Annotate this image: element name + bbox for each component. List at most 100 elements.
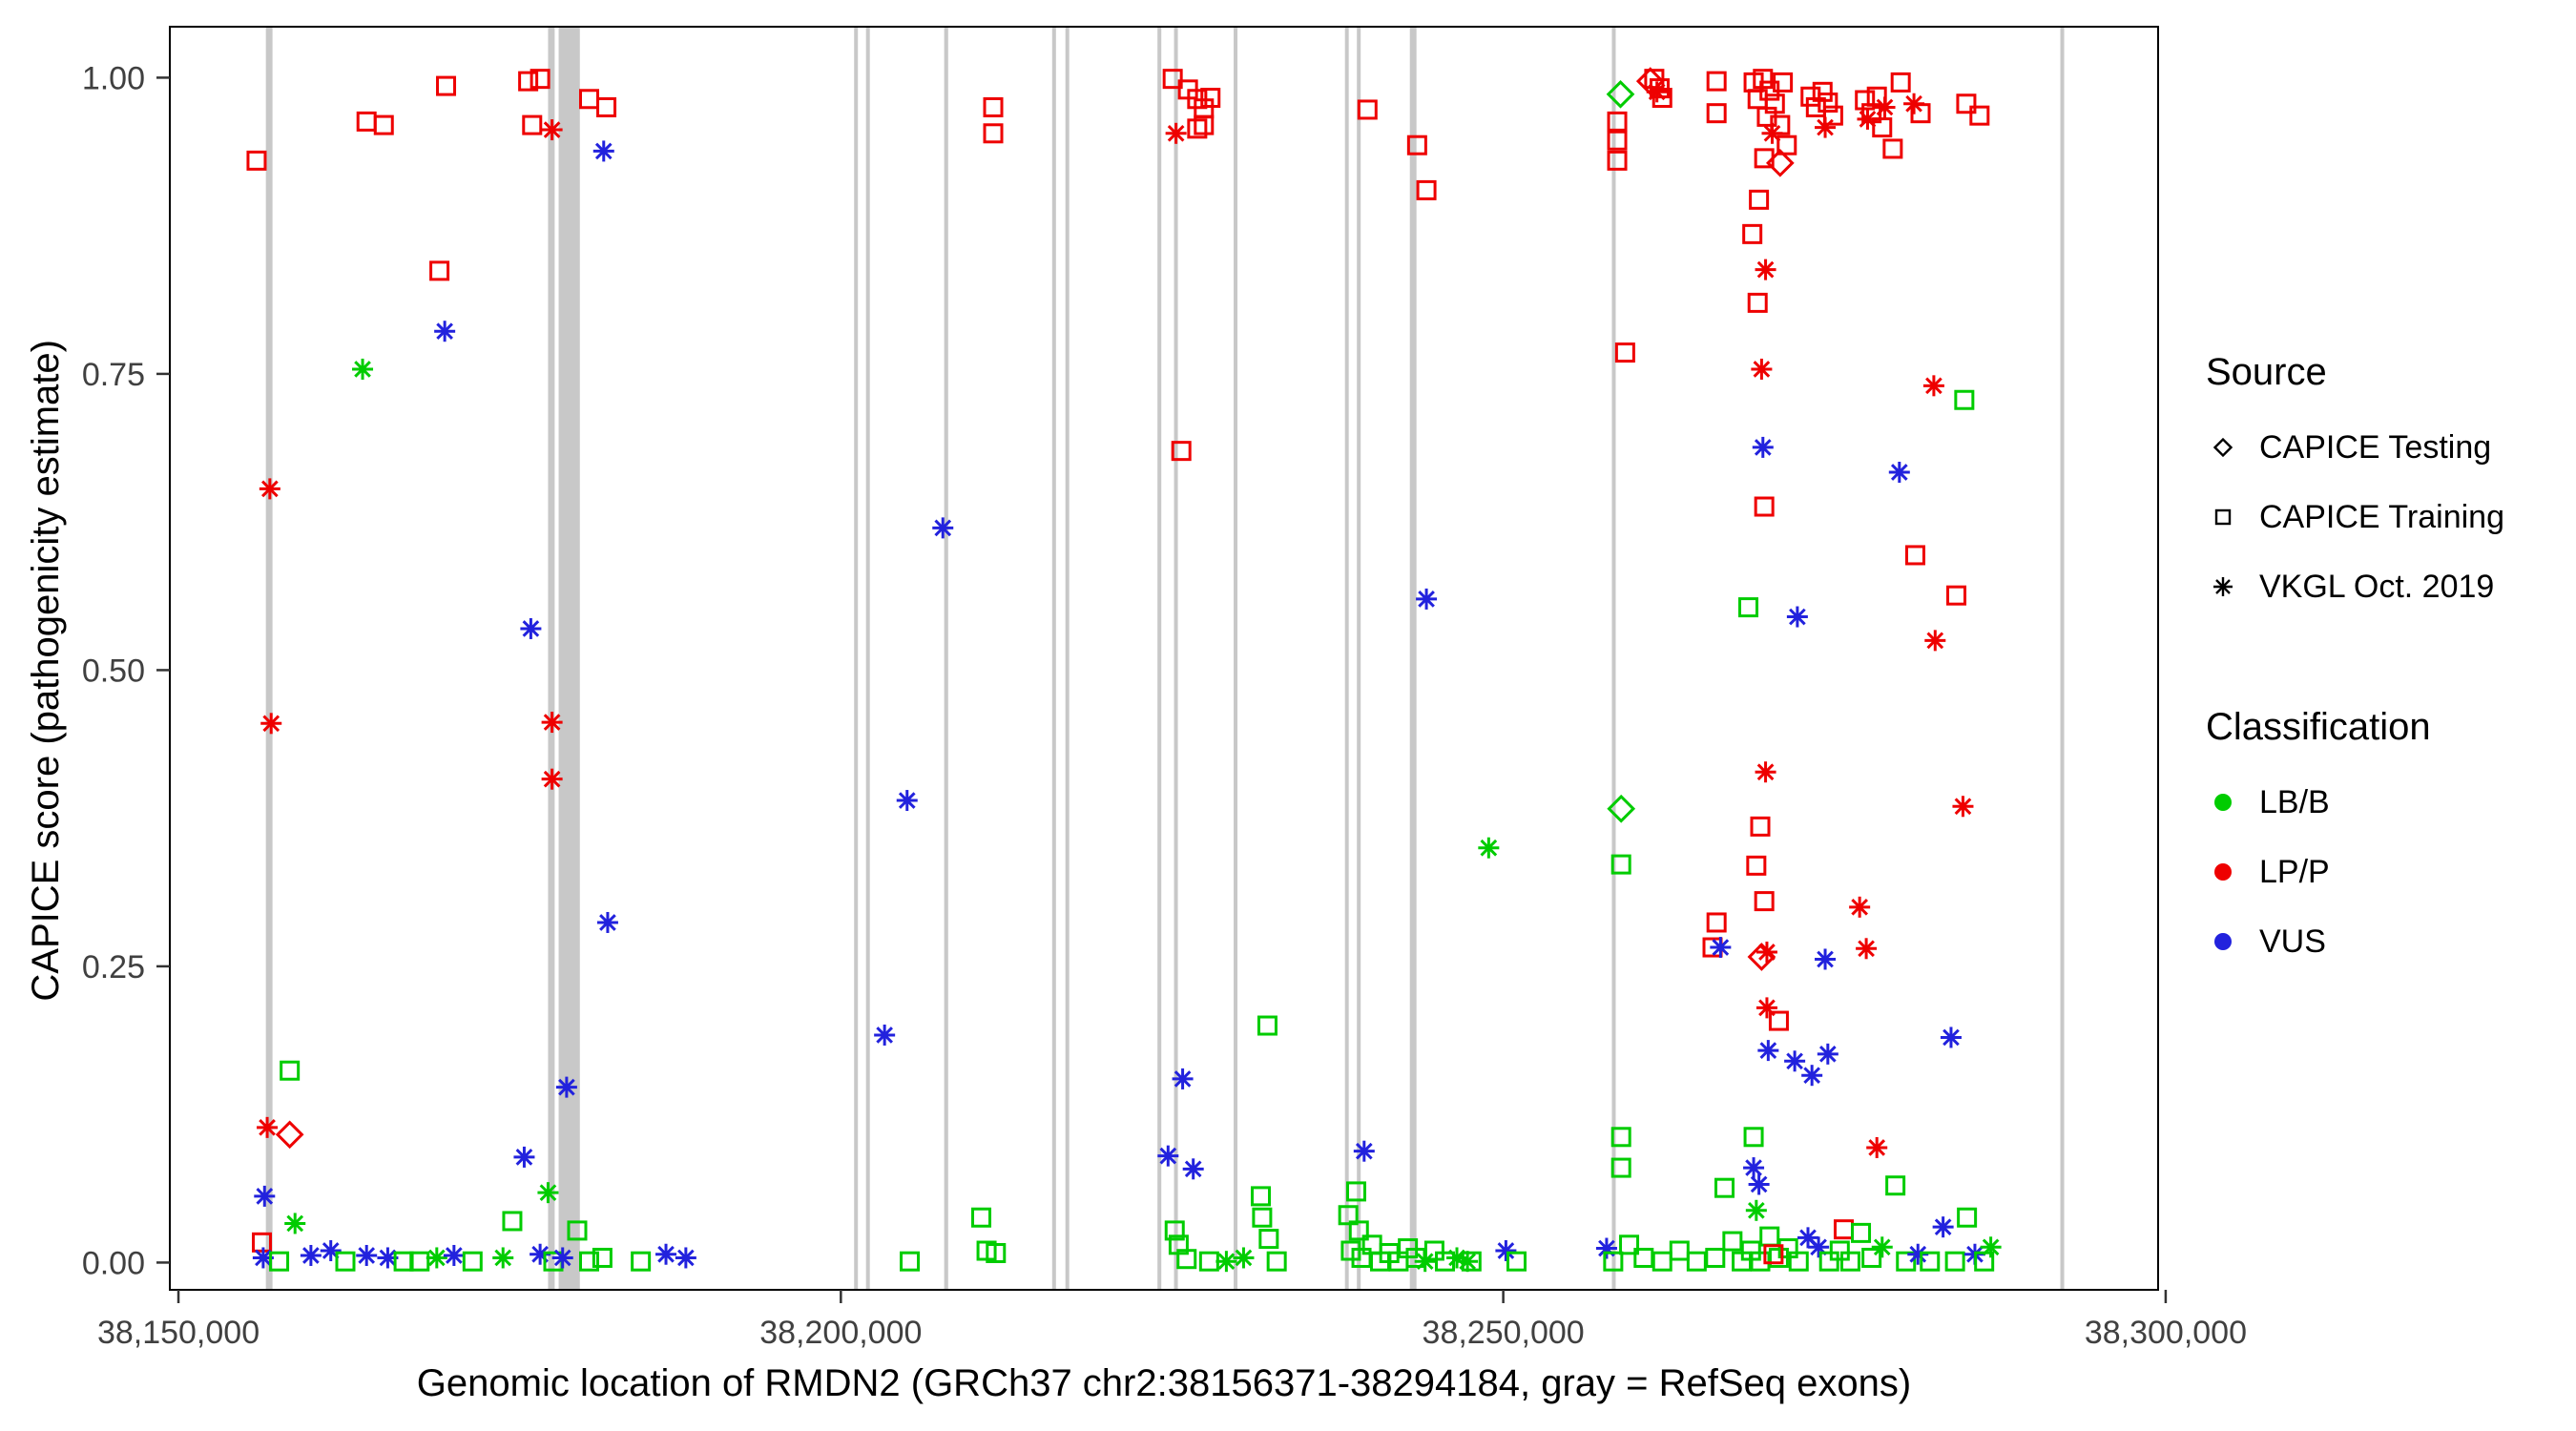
data-point (1506, 1251, 1527, 1272)
data-point (1706, 912, 1727, 933)
data-point (1435, 1251, 1456, 1272)
data-point (1750, 816, 1771, 837)
data-point (1338, 1205, 1359, 1226)
data-point (1714, 1177, 1735, 1198)
data-point (1198, 1251, 1219, 1272)
exon-bar (865, 28, 870, 1289)
legend-item-label: LB/B (2259, 784, 2330, 820)
data-point (631, 1251, 652, 1272)
legend-source-title: Source (2206, 351, 2327, 393)
exon-bar (1065, 28, 1070, 1289)
data-point (1851, 1222, 1872, 1243)
exon-bar (1234, 28, 1238, 1289)
data-point (513, 1146, 535, 1168)
data-point (1759, 1226, 1780, 1247)
exon-bar (1344, 28, 1349, 1289)
data-point (1746, 855, 1767, 876)
data-point (1946, 585, 1967, 606)
legend-item-label: VUS (2259, 923, 2326, 960)
data-point (522, 114, 543, 135)
data-point (1614, 342, 1635, 363)
data-point (1742, 223, 1763, 244)
exon-bar (1051, 28, 1056, 1289)
data-point (1164, 1220, 1185, 1241)
data-point (1607, 130, 1628, 151)
data-point (284, 1213, 306, 1234)
y-tick-label: 0.25 (82, 949, 145, 985)
data-point (1954, 389, 1975, 410)
data-point (1171, 441, 1192, 462)
data-point (1932, 1216, 1954, 1238)
legend-item-vus: VUS (2206, 907, 2568, 977)
data-point (530, 1243, 551, 1265)
data-point (541, 768, 563, 790)
data-point (1861, 1247, 1882, 1268)
legend-item-label: VKGL Oct. 2019 (2259, 569, 2495, 605)
data-point (259, 478, 280, 500)
data-point (1157, 1145, 1179, 1167)
legend-classification-title: Classification (2206, 706, 2431, 748)
data-point (1357, 99, 1378, 120)
data-point (1855, 90, 1876, 111)
legend-classification-group: Classification LB/B LP/P VUS (2206, 706, 2568, 977)
data-point (655, 1243, 677, 1265)
data-point (492, 1247, 514, 1269)
data-point (1743, 1127, 1764, 1148)
data-point (260, 713, 282, 735)
data-point (551, 1247, 573, 1269)
data-point (1478, 837, 1500, 859)
data-point (1882, 138, 1903, 159)
data-point (1705, 1247, 1726, 1268)
data-point (1610, 1127, 1631, 1148)
data-point (675, 1247, 696, 1269)
data-point (1607, 150, 1628, 171)
data-point (443, 1244, 465, 1266)
data-point (1890, 72, 1911, 93)
x-tick-label: 38,250,000 (1423, 1315, 1585, 1351)
data-point (1980, 1236, 2002, 1258)
data-point (1722, 1231, 1743, 1252)
legend-item-lbb: LB/B (2206, 768, 2568, 838)
data-point (1610, 1157, 1631, 1178)
x-tick-label: 38,300,000 (2085, 1315, 2247, 1351)
data-point (1619, 1234, 1640, 1255)
data-point (592, 1247, 613, 1268)
legend-item-label: CAPICE Testing (2259, 429, 2492, 466)
data-point (1849, 896, 1871, 918)
data-point (541, 712, 563, 734)
data-point (578, 1251, 599, 1272)
data-point (1763, 1244, 1784, 1265)
exon-bar (1157, 28, 1162, 1289)
data-point (1768, 1010, 1789, 1031)
data-point (1215, 1251, 1237, 1273)
data-point (596, 911, 618, 933)
data-point (1162, 69, 1183, 90)
legend-item-capice-testing: CAPICE Testing (2206, 413, 2568, 483)
data-point (1822, 105, 1843, 126)
data-point (555, 1076, 577, 1098)
data-point (300, 1244, 322, 1266)
data-point (1710, 937, 1732, 959)
data-point (1904, 545, 1925, 566)
data-point (1885, 1175, 1906, 1196)
data-point (1745, 1199, 1767, 1221)
data-point (1610, 854, 1631, 875)
data-point (1773, 72, 1794, 93)
data-point (1944, 1251, 1965, 1272)
legend-item-label: CAPICE Training (2259, 499, 2504, 535)
data-point (971, 1207, 992, 1228)
data-point (1743, 1157, 1765, 1179)
data-point (983, 123, 1004, 144)
data-point (429, 260, 450, 281)
data-point (1176, 1249, 1197, 1270)
data-point (1258, 1229, 1279, 1250)
x-tick-label: 38,200,000 (759, 1315, 922, 1351)
y-tick-label: 0.50 (82, 653, 145, 689)
data-point (269, 1251, 290, 1272)
data-point (537, 1182, 559, 1204)
data-point (1669, 1240, 1690, 1261)
data-point (1952, 796, 1974, 818)
data-point (1910, 103, 1931, 124)
data-point (1416, 179, 1437, 200)
